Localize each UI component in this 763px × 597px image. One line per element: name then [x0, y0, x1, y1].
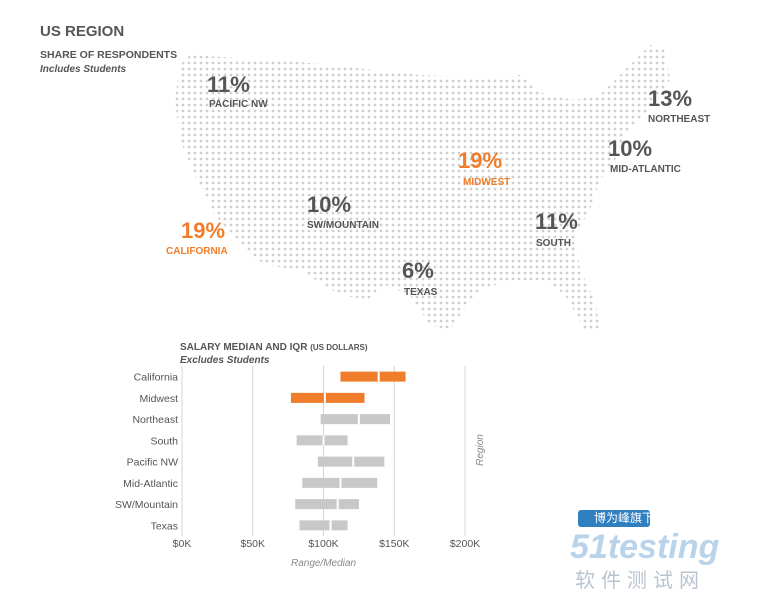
iqr-bar [299, 520, 348, 531]
chart-title: SALARY MEDIAN AND IQR (US DOLLARS) [180, 342, 368, 353]
region-share: 10% [307, 192, 351, 217]
iqr-bar [290, 392, 365, 403]
region-share: 13% [648, 86, 692, 111]
watermark-top: 博为峰旗下 [594, 510, 654, 525]
map-title: US REGION [40, 23, 124, 40]
region-name: SW/MOUNTAIN [307, 220, 379, 231]
x-axis-label: Range/Median [291, 558, 356, 569]
region-name: NORTHEAST [648, 114, 710, 125]
y-tick-label: South [151, 435, 179, 447]
x-tick-label: $200K [450, 538, 480, 550]
region-name: PACIFIC NW [209, 99, 268, 110]
region-name: MIDWEST [463, 177, 510, 188]
watermark-badge [578, 510, 650, 527]
region-share: 19% [181, 218, 225, 243]
y-tick-label: Pacific NW [127, 457, 178, 469]
watermark-brand: 51testing [570, 528, 719, 566]
y-tick-label: SW/Mountain [115, 499, 178, 511]
iqr-bar [340, 371, 406, 382]
iqr-bar [295, 499, 359, 510]
chart-title-suffix: (US DOLLARS) [310, 343, 368, 352]
y-tick-label: California [134, 372, 179, 384]
y-tick-label: Mid-Atlantic [123, 478, 178, 490]
watermark-bottom: 软件测试网 [575, 569, 705, 592]
chart-note: Excludes Students [180, 355, 270, 366]
us-map [175, 45, 670, 330]
iqr-bar [296, 435, 348, 446]
region-share: 11% [207, 72, 250, 97]
region-share: 19% [458, 148, 502, 173]
region-share: 10% [608, 136, 652, 161]
y-tick-label: Texas [151, 520, 178, 532]
y-tick-label: Northeast [132, 414, 178, 426]
y-axis-label: Region [475, 434, 486, 466]
x-tick-label: $100K [308, 538, 338, 550]
map-subtitle: SHARE OF RESPONDENTS [40, 49, 177, 61]
region-name: MID-ATLANTIC [610, 164, 681, 175]
region-share: 6% [402, 258, 434, 283]
x-tick-label: $0K [173, 538, 192, 550]
x-tick-label: $50K [240, 538, 265, 550]
region-name: SOUTH [536, 238, 571, 249]
iqr-bar [320, 414, 391, 425]
region-name: CALIFORNIA [166, 246, 228, 257]
chart-title-main: SALARY MEDIAN AND IQR [180, 342, 308, 353]
x-tick-label: $150K [379, 538, 409, 550]
map-note: Includes Students [40, 64, 127, 75]
iqr-bar [317, 456, 385, 467]
region-name: TEXAS [404, 287, 438, 298]
y-tick-label: Midwest [139, 393, 178, 405]
region-share: 11% [535, 209, 578, 234]
